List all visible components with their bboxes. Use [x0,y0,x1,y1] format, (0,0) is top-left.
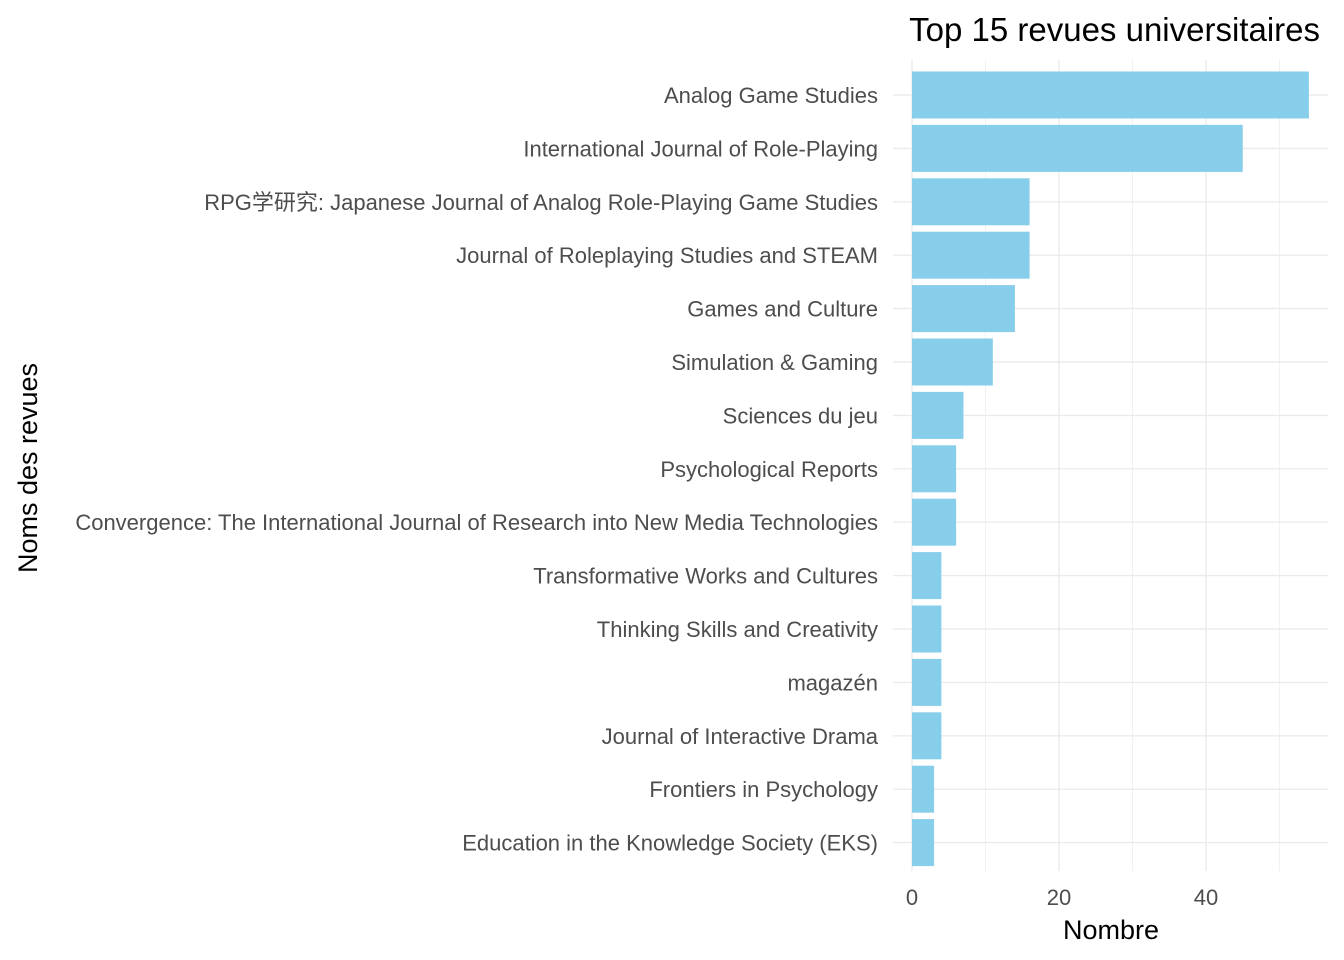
category-label: Simulation & Gaming [671,350,878,375]
x-tick-label: 20 [1047,885,1071,910]
bar [912,231,1030,279]
category-label: Games and Culture [687,297,878,322]
chart-title: Top 15 revues universitaires [909,11,1320,48]
bar [912,338,993,386]
bar [912,285,1015,333]
bar [912,445,957,493]
category-label: Sciences du jeu [723,403,878,428]
x-tick-label: 0 [906,885,918,910]
bar [912,605,942,653]
bar [912,178,1030,226]
bar [912,391,964,439]
bar [912,498,957,546]
category-label: Analog Game Studies [664,83,878,108]
y-axis-title: Noms des revues [13,363,43,573]
bar [912,658,942,706]
category-label: RPG学研究: Japanese Journal of Analog Role-… [204,190,878,215]
bar [912,819,935,867]
category-label: Frontiers in Psychology [649,777,878,802]
x-axis-title: Nombre [1063,915,1159,945]
bar [912,124,1243,172]
category-label: magazén [787,670,878,695]
category-label: Transformative Works and Cultures [533,564,878,589]
bar [912,71,1309,119]
category-label: Thinking Skills and Creativity [597,617,878,642]
category-label: Education in the Knowledge Society (EKS) [462,831,878,856]
x-tick-labels: 0 20 40 [906,885,1218,910]
category-label: International Journal of Role-Playing [523,136,878,161]
x-tick-label: 40 [1194,885,1218,910]
category-label: Journal of Interactive Drama [602,724,879,749]
category-label: Convergence: The International Journal o… [75,510,878,535]
category-labels: Analog Game Studies International Journal… [75,83,878,856]
category-label: Journal of Roleplaying Studies and STEAM [456,243,878,268]
bar [912,712,942,760]
bar [912,552,942,600]
category-label: Psychological Reports [660,457,878,482]
bar [912,765,935,813]
bars [912,71,1309,867]
